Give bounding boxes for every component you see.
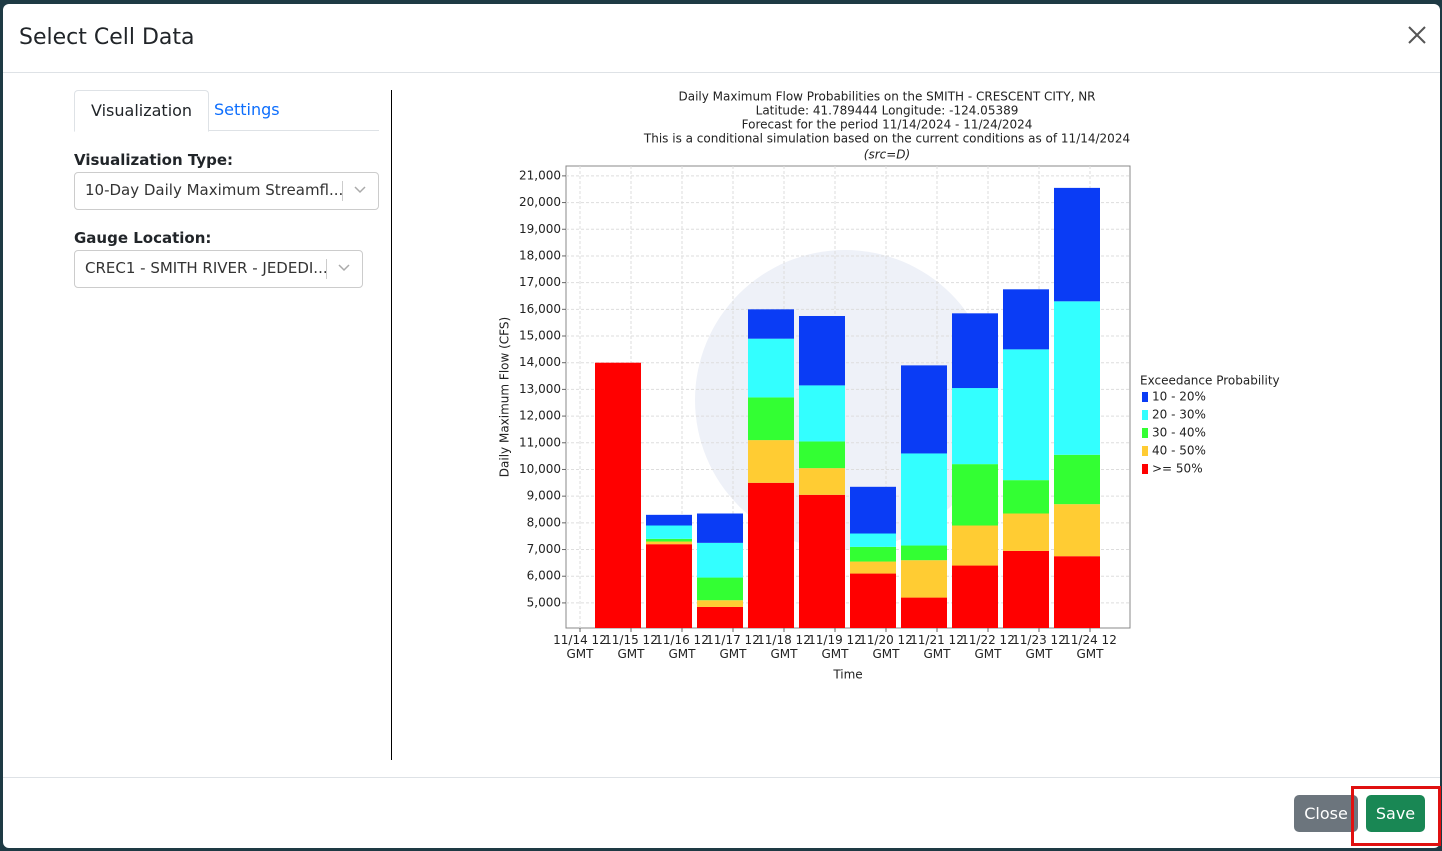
x-tick-label: 11/22 12 GMT <box>961 633 1015 661</box>
x-tick-label: 11/16 12 GMT <box>655 633 709 661</box>
field-label: Visualization Type: <box>74 151 234 169</box>
modal-title: Select Cell Data <box>19 25 195 50</box>
field-label: Gauge Location: <box>74 229 212 247</box>
select-value: 10-Day Daily Maximum Streamfl... <box>85 181 344 199</box>
x-tick-label: 11/14 12 GMT <box>553 633 607 661</box>
save-button[interactable]: Save <box>1366 795 1425 832</box>
x-tick-label: 11/18 12 GMT <box>757 633 811 661</box>
highlight-box <box>1351 786 1441 846</box>
tab-bar: Visualization Settings <box>74 90 379 132</box>
select[interactable]: 10-Day Daily Maximum Streamfl... <box>74 172 379 210</box>
x-tick-label: 11/24 12 GMT <box>1063 633 1117 661</box>
x-tick-label: 11/20 12 GMT <box>859 633 913 661</box>
footer-border <box>3 777 1440 778</box>
tab[interactable]: Visualization <box>74 90 210 132</box>
tab[interactable]: Settings <box>214 100 280 119</box>
x-tick-label: 11/19 12 GMT <box>808 633 862 661</box>
modal: Select Cell Data Visualization Settings … <box>3 4 1441 848</box>
x-tick-label: 11/23 12 GMT <box>1012 633 1066 661</box>
close-icon[interactable] <box>1408 26 1426 44</box>
select-value: CREC1 - SMITH RIVER - JEDEDI... <box>85 259 328 277</box>
modal-header: Select Cell Data <box>3 4 1440 73</box>
select[interactable]: CREC1 - SMITH RIVER - JEDEDI... <box>74 250 363 288</box>
x-tick-label: 11/17 12 GMT <box>706 633 760 661</box>
close-button[interactable]: Close <box>1294 795 1358 832</box>
x-tick-label: 11/21 12 GMT <box>910 633 964 661</box>
x-tick-label: 11/15 12 GMT <box>604 633 658 661</box>
divider <box>391 90 392 760</box>
